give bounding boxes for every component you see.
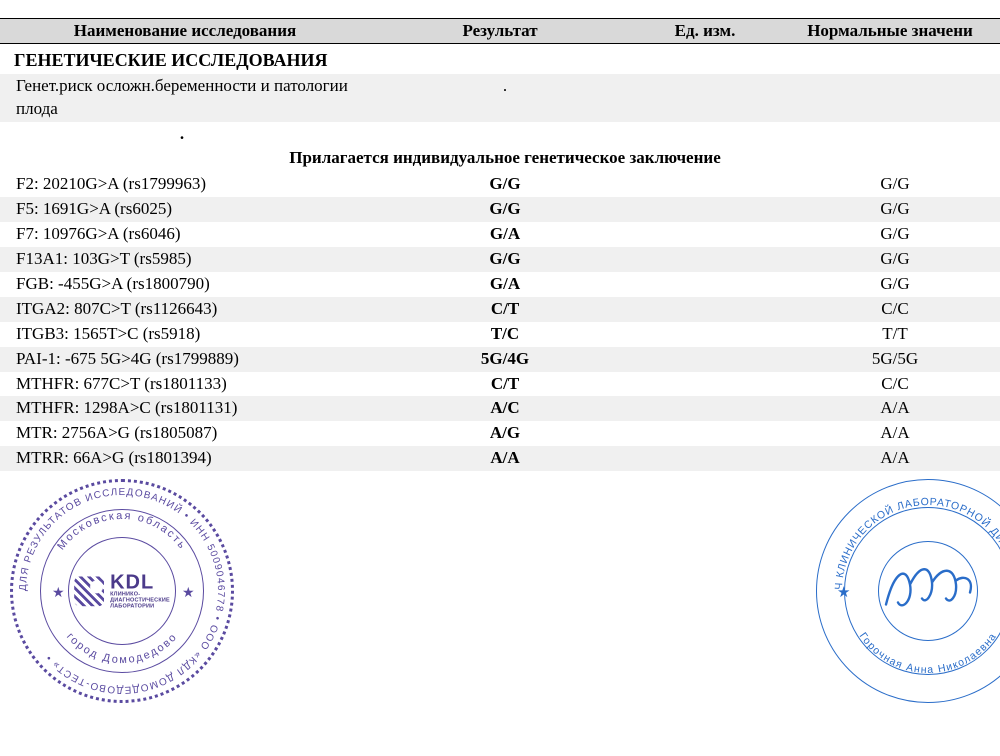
kdl-logo-sub3: ЛАБОРАТОРИИ — [110, 604, 170, 610]
dot-line: . — [0, 122, 370, 147]
test-norm: G/G — [780, 197, 1000, 222]
test-name: F7: 10976G>A (rs6046) — [0, 222, 370, 247]
kdl-logo-icon — [74, 576, 104, 606]
test-unit — [630, 421, 780, 446]
table-row: MTHFR: 1298A>C (rs1801131)A/C A/A — [0, 396, 1000, 421]
table-row: MTR: 2756A>G (rs1805087)A/G A/A — [0, 421, 1000, 446]
table-row: F13A1: 103G>T (rs5985)G/GG/G — [0, 247, 1000, 272]
test-result: G/G — [370, 247, 630, 272]
test-unit — [630, 197, 780, 222]
col-header-norm: Нормальные значени — [780, 19, 1000, 44]
table-header-row: Наименование исследования Результат Ед. … — [0, 19, 1000, 44]
test-norm: C/C — [780, 297, 1000, 322]
test-unit — [630, 172, 780, 197]
test-name: MTR: 2756A>G (rs1805087) — [0, 421, 370, 446]
test-unit — [630, 297, 780, 322]
stamp-doctor: ВРАЧ КЛИНИЧЕСКОЙ ЛАБОРАТОРНОЙ ДИАГНОСТИК… — [816, 479, 1000, 703]
kdl-logo-text: KDL — [110, 573, 170, 593]
test-result: C/T — [370, 372, 630, 397]
test-result: A/A — [370, 446, 630, 471]
lab-report-page: Наименование исследования Результат Ед. … — [0, 0, 1000, 713]
table-row: PAI-1: -675 5G>4G (rs1799889)5G/4G 5G/5G — [0, 347, 1000, 372]
col-header-name: Наименование исследования — [0, 19, 370, 44]
test-norm: A/A — [780, 396, 1000, 421]
test-name: F13A1: 103G>T (rs5985) — [0, 247, 370, 272]
test-name: MTHFR: 677C>T (rs1801133) — [0, 372, 370, 397]
svg-text:★: ★ — [837, 584, 851, 601]
col-header-unit: Ед. изм. — [630, 19, 780, 44]
svg-text:★: ★ — [182, 584, 197, 600]
test-norm: G/G — [780, 172, 1000, 197]
test-name: MTHFR: 1298A>C (rs1801131) — [0, 396, 370, 421]
test-result: T/C — [370, 322, 630, 347]
test-unit — [630, 222, 780, 247]
test-name: PAI-1: -675 5G>4G (rs1799889) — [0, 347, 370, 372]
test-result: C/T — [370, 297, 630, 322]
test-unit — [630, 247, 780, 272]
section-title: ГЕНЕТИЧЕСКИЕ ИССЛЕДОВАНИЯ — [0, 44, 1000, 75]
stamp-doctor-name: Горочная Анна Николаевна — [857, 631, 1000, 677]
test-unit — [630, 322, 780, 347]
section-title-row: ГЕНЕТИЧЕСКИЕ ИССЛЕДОВАНИЯ — [0, 44, 1000, 75]
test-norm: G/G — [780, 247, 1000, 272]
test-result: G/G — [370, 172, 630, 197]
kdl-logo: KDL КЛИНИКО- ДИАГНОСТИЧЕСКИЕ ЛАБОРАТОРИИ — [74, 573, 170, 610]
test-result: 5G/4G — [370, 347, 630, 372]
stamp-lab-region-top: Московская область — [55, 510, 189, 552]
test-norm: T/T — [780, 322, 1000, 347]
test-name: ITGB3: 1565T>C (rs5918) — [0, 322, 370, 347]
test-unit — [630, 396, 780, 421]
test-name: FGB: -455G>A (rs1800790) — [0, 272, 370, 297]
table-row: ITGA2: 807C>T (rs1126643)C/T C/C — [0, 297, 1000, 322]
table-row: ITGB3: 1565T>C (rs5918)T/C T/T — [0, 322, 1000, 347]
subsection-norm — [780, 74, 1000, 122]
test-unit — [630, 347, 780, 372]
stamps-area: ДЛЯ РЕЗУЛЬТАТОВ ИССЛЕДОВАНИЙ • ИНН 50090… — [0, 477, 1000, 713]
attachment-note: Прилагается индивидуальное генетическое … — [0, 147, 1000, 172]
test-norm: C/C — [780, 372, 1000, 397]
test-name: F2: 20210G>A (rs1799963) — [0, 172, 370, 197]
test-unit — [630, 372, 780, 397]
test-result: A/G — [370, 421, 630, 446]
subsection-name: Генет.риск осложн.беременности и патолог… — [0, 74, 370, 122]
attachment-row: Прилагается индивидуальное генетическое … — [0, 147, 1000, 172]
subsection-unit — [630, 74, 780, 122]
test-unit — [630, 272, 780, 297]
test-result: G/G — [370, 197, 630, 222]
test-norm: A/A — [780, 446, 1000, 471]
subsection-result: . — [370, 74, 630, 122]
test-norm: G/G — [780, 222, 1000, 247]
signature-icon — [880, 559, 976, 624]
dot-line-row: . — [0, 122, 1000, 147]
table-row: F5: 1691G>A (rs6025)G/GG/G — [0, 197, 1000, 222]
table-row: F7: 10976G>A (rs6046)G/A G/G — [0, 222, 1000, 247]
test-result: G/A — [370, 272, 630, 297]
test-name: F5: 1691G>A (rs6025) — [0, 197, 370, 222]
results-table: Наименование исследования Результат Ед. … — [0, 18, 1000, 471]
col-header-result: Результат — [370, 19, 630, 44]
table-row: F2: 20210G>A (rs1799963)G/GG/G — [0, 172, 1000, 197]
test-name: ITGA2: 807C>T (rs1126643) — [0, 297, 370, 322]
svg-text:★: ★ — [52, 584, 67, 600]
test-norm: A/A — [780, 421, 1000, 446]
test-unit — [630, 446, 780, 471]
test-norm: 5G/5G — [780, 347, 1000, 372]
test-name: MTRR: 66A>G (rs1801394) — [0, 446, 370, 471]
table-row: MTHFR: 677C>T (rs1801133)C/T C/C — [0, 372, 1000, 397]
stamp-lab: ДЛЯ РЕЗУЛЬТАТОВ ИССЛЕДОВАНИЙ • ИНН 50090… — [10, 479, 234, 703]
test-result: G/A — [370, 222, 630, 247]
table-row: FGB: -455G>A (rs1800790)G/A G/G — [0, 272, 1000, 297]
subsection-row: Генет.риск осложн.беременности и патолог… — [0, 74, 1000, 122]
table-row: MTRR: 66A>G (rs1801394)A/AA/A — [0, 446, 1000, 471]
test-result: A/C — [370, 396, 630, 421]
test-norm: G/G — [780, 272, 1000, 297]
stamp-lab-region-bottom: город Домодедово — [64, 631, 180, 667]
